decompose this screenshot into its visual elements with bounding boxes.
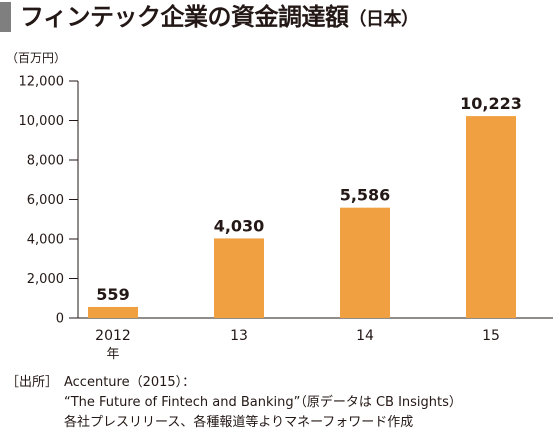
chart-title: フィンテック企業の資金調達額（日本） <box>20 2 419 32</box>
y-tick-label: 4,000 <box>27 233 64 248</box>
x-tick-label-15: 15 <box>482 328 500 344</box>
bar-chart: 0 2,000 4,000 6,000 8,000 10,000 12,000 559 4,0… <box>19 75 553 362</box>
bar-15 <box>466 116 516 318</box>
y-tick-label: 2,000 <box>27 272 64 287</box>
data-label-14: 5,586 <box>340 186 391 205</box>
x-tick-label-14: 14 <box>356 328 374 344</box>
y-tick-label: 6,000 <box>27 193 64 208</box>
bar-13 <box>214 238 264 318</box>
x-tick-label-2012: 2012 <box>95 328 131 344</box>
source-line-1: Accenture（2015）： <box>64 375 196 390</box>
y-tick-label: 8,000 <box>27 154 64 169</box>
source-label: ［出所］ <box>6 375 59 390</box>
data-label-2012: 559 <box>96 285 129 304</box>
bar-2012 <box>88 306 138 318</box>
y-tick-label: 0 <box>56 312 64 327</box>
data-label-13: 4,030 <box>214 216 265 235</box>
y-tick-label: 10,000 <box>19 114 65 129</box>
chart-title-main: フィンテック企業の資金調達額 <box>20 3 349 31</box>
source-line-3: 各社プレスリリース、各種報道等よりマネーフォワード作成 <box>64 415 414 430</box>
value-labels: 559 4,030 5,586 10,223 <box>96 94 522 304</box>
data-label-15: 10,223 <box>460 94 522 113</box>
y-axis-unit-label: （百万円） <box>6 51 67 65</box>
chart-title-suffix: （日本） <box>348 9 420 30</box>
y-axis-ticks: 0 2,000 4,000 6,000 8,000 10,000 12,000 <box>19 75 78 327</box>
y-tick-label: 12,000 <box>19 75 65 90</box>
title-accent-bar <box>0 2 11 32</box>
x-tick-label-13: 13 <box>230 328 248 344</box>
source-note: ［出所］ Accenture（2015）： “The Future of Fint… <box>6 373 462 433</box>
x-tick-sublabel: 年 <box>106 347 119 362</box>
source-line-2: “The Future of Fintech and Banking”（原データ… <box>64 395 462 410</box>
x-axis-tick-labels: 2012 年 13 14 15 <box>95 328 500 362</box>
source-row-1: ［出所］ Accenture（2015）： <box>6 373 462 393</box>
bars <box>88 116 516 318</box>
bar-14 <box>340 207 390 318</box>
